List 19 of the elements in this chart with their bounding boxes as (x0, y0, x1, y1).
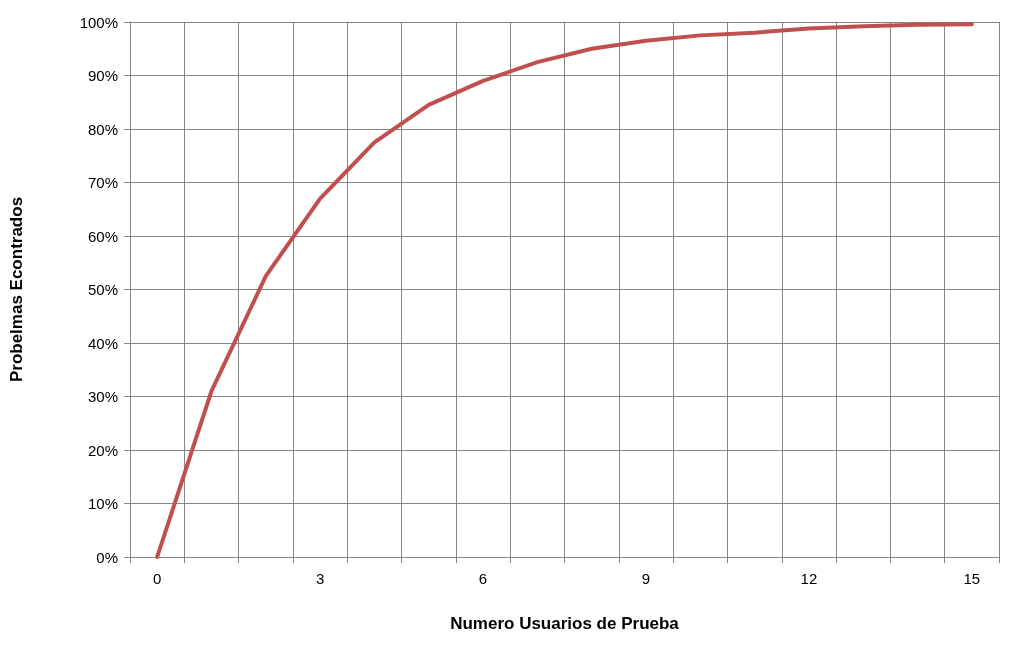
y-tick-label: 80% (87, 120, 118, 138)
y-tick-label: 60% (87, 227, 118, 245)
y-tick-label: 70% (87, 174, 118, 191)
x-tick-label: 3 (315, 570, 325, 587)
x-tick-label: 12 (800, 570, 818, 587)
x-tick-label: 6 (478, 570, 488, 587)
y-tick-label: 0% (96, 548, 118, 566)
y-tick-label: 40% (87, 334, 118, 352)
x-tick-label: 9 (641, 570, 651, 587)
y-tick-label: 10% (87, 495, 118, 512)
y-tick-label: 30% (87, 388, 118, 405)
y-tick-label: 50% (87, 281, 118, 298)
x-axis-title: Numero Usuarios de Prueba (450, 614, 680, 633)
y-tick-label: 100% (79, 13, 118, 31)
y-tick-label: 90% (87, 67, 118, 84)
x-tick-label: 0 (152, 570, 162, 587)
y-axis-title: Probelmas Econtrados (7, 196, 26, 383)
x-tick-label: 15 (963, 570, 981, 587)
y-tick-label: 20% (87, 441, 118, 459)
